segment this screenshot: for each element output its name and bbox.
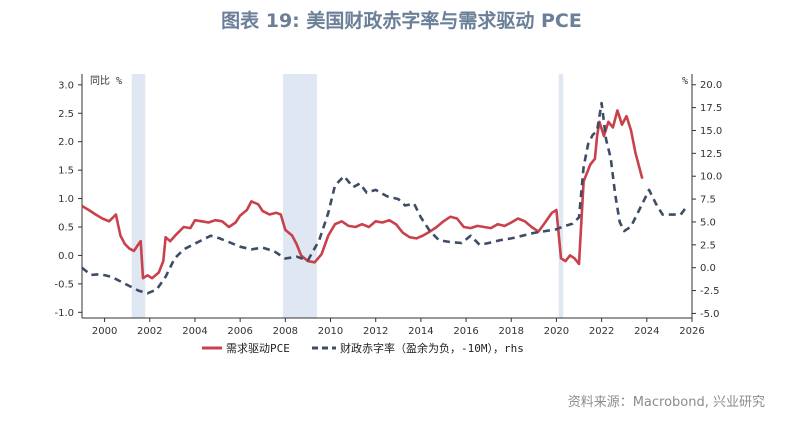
chart-title: 图表 19: 美国财政赤字率与需求驱动 PCE [221, 10, 582, 32]
left-tick-label: 1.0 [58, 194, 74, 205]
right-tick-label: 7.5 [700, 195, 716, 206]
legend-label-pce: 需求驱动PCE [226, 342, 290, 355]
left-tick-label: 2.5 [58, 109, 74, 120]
chart-canvas: 3.0 2.5 2.0 1.5 1.0 0.5 0.0 -0.5 -1.0 20.0 17.5 15.… [54, 74, 722, 355]
x-tick-label: 2014 [408, 326, 433, 337]
x-tick-label: 2006 [227, 326, 252, 337]
x-tick-label: 2000 [92, 326, 117, 337]
left-tick-label: 1.5 [58, 166, 74, 177]
right-tick-label: 12.5 [700, 149, 722, 160]
right-tick-label: -2.5 [700, 286, 720, 297]
right-tick-label: 5.0 [700, 217, 716, 228]
right-axis-unit: % [682, 76, 688, 87]
right-tick-label: 15.0 [700, 126, 722, 137]
source-note: 资料来源：Macrobond, 兴业研究 [567, 395, 765, 410]
series-line-0 [81, 109, 644, 280]
right-tick-label: 20.0 [700, 80, 722, 91]
x-tick-label: 2024 [634, 326, 659, 337]
left-tick-label: 2.0 [58, 137, 74, 148]
x-tick-label: 2022 [589, 326, 614, 337]
x-tick-label: 2008 [273, 326, 298, 337]
x-tick-label: 2004 [182, 326, 207, 337]
legend: 需求驱动PCE 财政赤字率（盈余为负，-10M），rhs [202, 341, 524, 355]
right-tick-label: 10.0 [700, 172, 722, 183]
series-line-1 [81, 101, 689, 295]
left-tick-label: 0.5 [58, 223, 74, 234]
x-tick-label: 2012 [363, 326, 388, 337]
x-tick-label: 2002 [137, 326, 162, 337]
right-tick-label: -5.0 [700, 309, 720, 320]
right-tick-label: 2.5 [700, 240, 716, 251]
left-tick-label: -0.5 [54, 279, 74, 290]
left-tick-label: -1.0 [54, 308, 74, 319]
series-lines [81, 101, 689, 295]
tick-labels: 3.0 2.5 2.0 1.5 1.0 0.5 0.0 -0.5 -1.0 20.0 17.5 15.… [54, 80, 722, 337]
x-tick-label: 2010 [318, 326, 343, 337]
right-tick-label: 17.5 [700, 103, 722, 114]
left-tick-label: 3.0 [58, 80, 74, 91]
recession-band-2 [558, 74, 564, 318]
left-axis-unit: 同比 % [90, 75, 122, 87]
left-tick-label: 0.0 [58, 251, 74, 262]
axes [78, 74, 696, 322]
x-tick-label: 2020 [544, 326, 569, 337]
x-tick-label: 2018 [499, 326, 524, 337]
legend-label-deficit: 财政赤字率（盈余为负，-10M），rhs [340, 341, 524, 355]
x-tick-label: 2016 [453, 326, 478, 337]
right-tick-label: 0.0 [700, 263, 716, 274]
recession-bands [131, 74, 564, 318]
recession-band-1 [283, 74, 317, 318]
x-tick-label: 2026 [679, 326, 704, 337]
recession-band-0 [131, 74, 146, 318]
